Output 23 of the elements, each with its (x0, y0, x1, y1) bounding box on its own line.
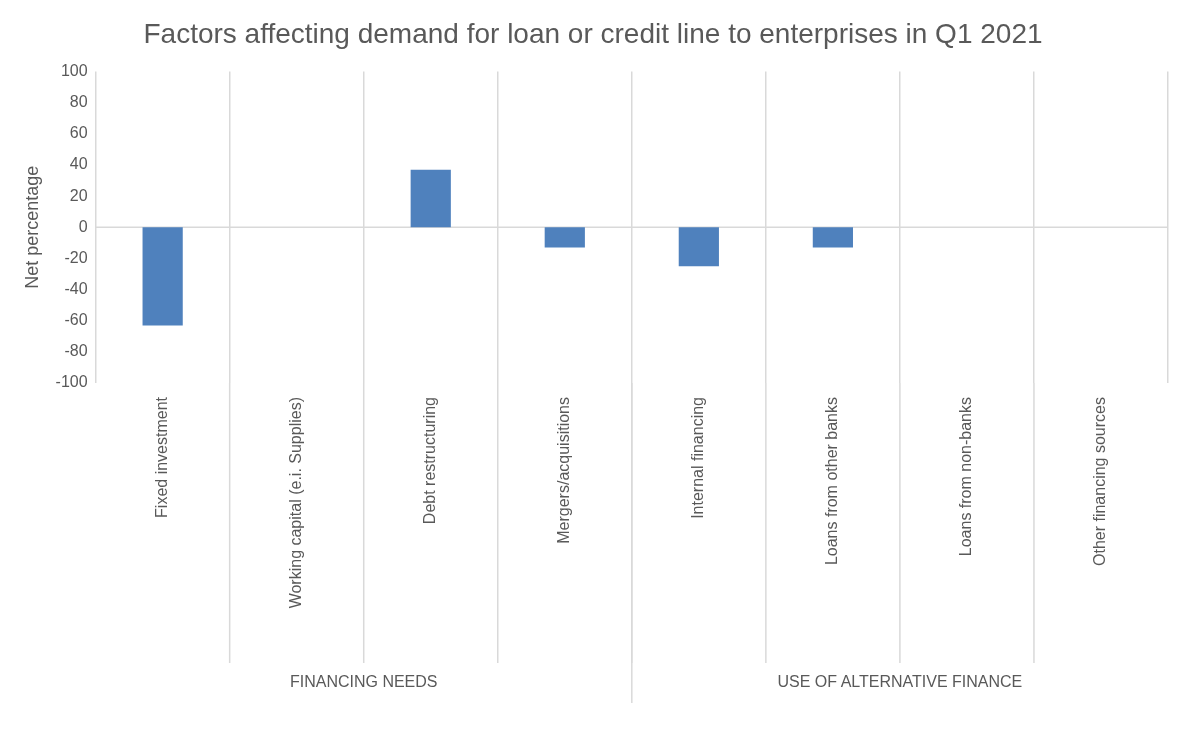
y-tick-label: 0 (78, 217, 88, 235)
y-axis-title: Net percentage (21, 165, 42, 289)
x-tick-label: Mergers/acquisitions (555, 397, 573, 544)
y-tick-label: -100 (55, 373, 88, 391)
x-tick-label: Loans from other banks (823, 397, 841, 566)
y-tick-label: 40 (69, 155, 88, 173)
x-tick-label: Debt restructuring (421, 397, 439, 525)
x-tick-label: Working capital (e.i. Supplies) (287, 397, 305, 609)
x-tick-label: Fixed investment (153, 396, 171, 518)
y-tick-label: -40 (64, 279, 88, 297)
y-tick-label: -80 (64, 342, 88, 360)
text: USE OF ALTERNATIVE FINANCE (777, 673, 1023, 691)
y-tick-label: 60 (69, 124, 88, 142)
y-tick-label: 20 (69, 186, 88, 204)
text: FINANCING NEEDS (289, 673, 438, 691)
x-tick-label: Loans from non-banks (957, 397, 975, 557)
chart-title: Factors affecting demand for loan or credit line to enterprises in Q1 2021 (143, 17, 1043, 49)
y-tick-label: 80 (69, 93, 88, 111)
x-tick-label: Internal financing (689, 397, 707, 519)
y-tick-label: 100 (60, 62, 88, 80)
x-tick-label: Other financing sources (1091, 397, 1109, 566)
y-tick-label: -20 (64, 248, 88, 266)
y-tick-label: -60 (64, 311, 88, 329)
